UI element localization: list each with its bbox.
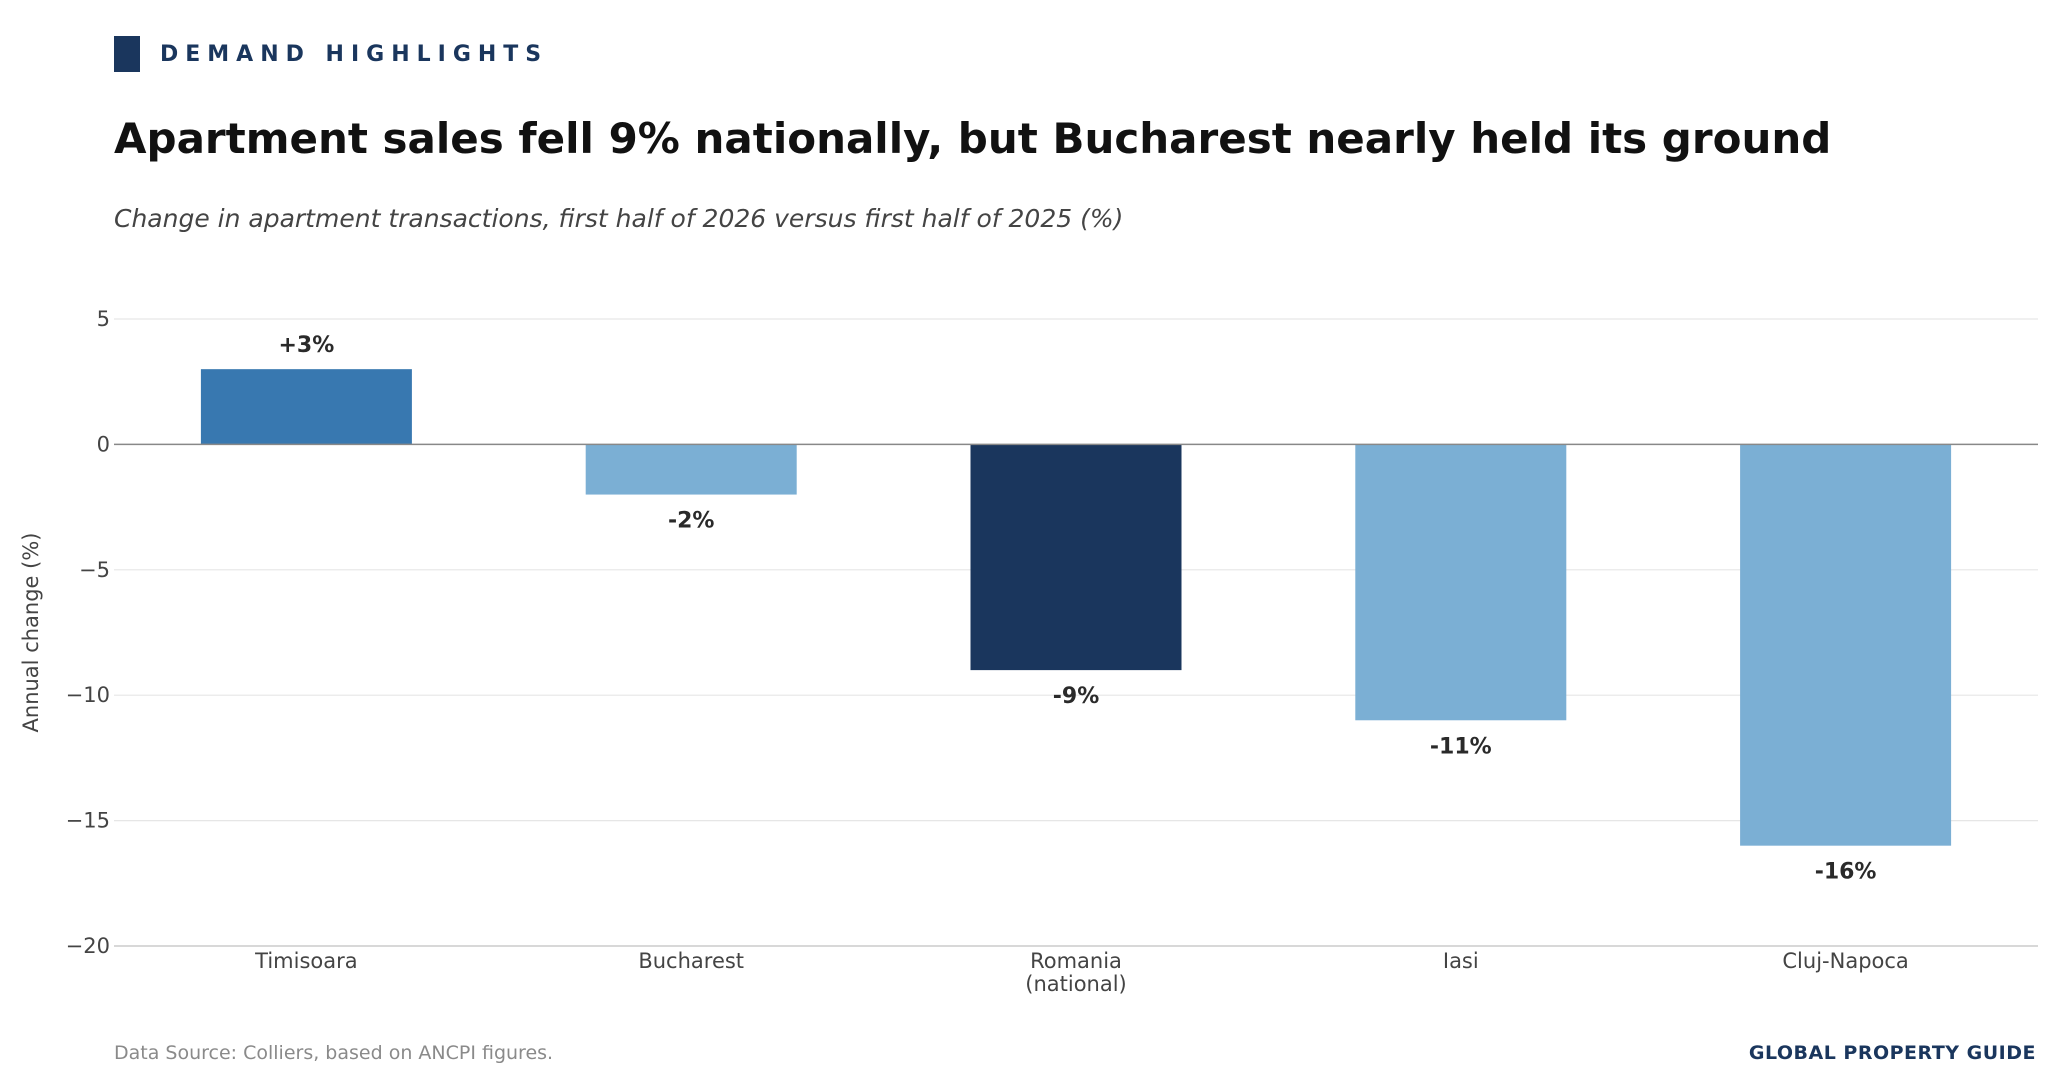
y-tick-label: 0 [97, 432, 110, 456]
bar [200, 369, 412, 445]
brand-logo-text: GLOBAL PROPERTY GUIDE [1748, 1042, 2036, 1064]
y-tick-label: −20 [66, 934, 110, 958]
data-label: -2% [668, 509, 714, 534]
bar [1355, 444, 1567, 721]
x-tick-label: Bucharest [638, 949, 744, 973]
bar [970, 444, 1182, 671]
data-label: -11% [1430, 734, 1492, 759]
bar [585, 444, 797, 495]
data-label: -9% [1053, 684, 1099, 709]
data-source: Data Source: Colliers, based on ANCPI fi… [114, 1042, 554, 1064]
kicker-marker [114, 36, 140, 72]
data-label: -16% [1815, 860, 1877, 885]
x-tick-label: Timisoara [254, 949, 357, 973]
kicker-text: DEMAND HIGHLIGHTS [160, 41, 549, 67]
y-axis-label: Annual change (%) [19, 533, 43, 733]
x-tick-label: Iasi [1443, 949, 1479, 973]
chart-subtitle: Change in apartment transactions, first … [114, 204, 1124, 233]
bar [1740, 444, 1952, 846]
y-tick-label: −5 [79, 558, 110, 582]
chart-title: Apartment sales fell 9% nationally, but … [114, 114, 1832, 163]
data-label: +3% [279, 333, 335, 358]
x-tick-label: Romania (national) [1025, 949, 1127, 996]
x-tick-label: Cluj-Napoca [1782, 949, 1908, 973]
y-tick-label: 5 [97, 307, 110, 331]
y-tick-label: −15 [66, 809, 110, 833]
y-tick-label: −10 [66, 683, 110, 707]
kicker: DEMAND HIGHLIGHTS [114, 36, 548, 72]
